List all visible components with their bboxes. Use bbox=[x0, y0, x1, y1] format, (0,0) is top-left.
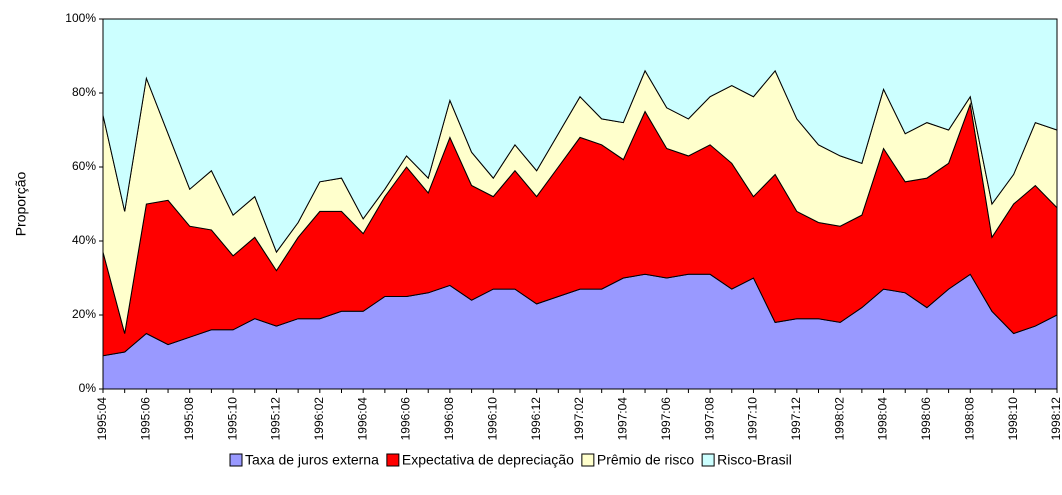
x-tick-label: 1995:12 bbox=[269, 397, 283, 441]
y-tick-label: 100% bbox=[65, 11, 96, 25]
x-tick-label: 1997:02 bbox=[572, 397, 586, 441]
x-tick-label: 1997:06 bbox=[659, 397, 673, 441]
x-tick-label: 1995:06 bbox=[139, 397, 153, 441]
x-tick-label: 1997:04 bbox=[616, 397, 630, 441]
x-tick-label: 1998:02 bbox=[832, 397, 846, 441]
x-tick-label: 1998:08 bbox=[962, 397, 976, 441]
x-tick-label: 1997:10 bbox=[746, 397, 760, 441]
y-tick-label: 0% bbox=[79, 381, 97, 395]
y-tick-label: 20% bbox=[72, 307, 96, 321]
x-tick-label: 1998:10 bbox=[1006, 397, 1020, 441]
x-tick-label: 1995:08 bbox=[182, 397, 196, 441]
x-tick-label: 1998:04 bbox=[876, 397, 890, 441]
legend-label: Prêmio de risco bbox=[597, 452, 694, 468]
x-tick-label: 1996:02 bbox=[312, 397, 326, 441]
x-tick-label: 1998:06 bbox=[919, 397, 933, 441]
x-tick-label: 1997:08 bbox=[702, 397, 716, 441]
x-tick-label: 1995:10 bbox=[225, 397, 239, 441]
y-axis-label: Proporção bbox=[13, 171, 29, 236]
x-tick-label: 1996:04 bbox=[355, 397, 369, 441]
legend: Taxa de juros externa Expectativa de depr… bbox=[229, 452, 792, 468]
legend-label: Taxa de juros externa bbox=[245, 452, 379, 468]
x-tick-label: 1995:04 bbox=[95, 397, 109, 441]
legend-swatch bbox=[386, 453, 400, 467]
x-tick-label: 1996:12 bbox=[529, 397, 543, 441]
legend-label: Expectativa de depreciação bbox=[402, 452, 574, 468]
y-tick-label: 80% bbox=[72, 85, 96, 99]
legend-swatch bbox=[581, 453, 595, 467]
legend-label: Risco-Brasil bbox=[717, 452, 792, 468]
area bbox=[102, 18, 1058, 254]
x-tick-label: 1998:12 bbox=[1049, 397, 1062, 441]
legend-swatch bbox=[229, 453, 243, 467]
x-tick-label: 1996:10 bbox=[485, 397, 499, 441]
y-tick-label: 60% bbox=[72, 159, 96, 173]
x-tick-label: 1996:08 bbox=[442, 397, 456, 441]
x-tick-label: 1996:06 bbox=[399, 397, 413, 441]
legend-swatch bbox=[701, 453, 715, 467]
y-tick-label: 40% bbox=[72, 233, 96, 247]
x-tick-label: 1997:12 bbox=[789, 397, 803, 441]
